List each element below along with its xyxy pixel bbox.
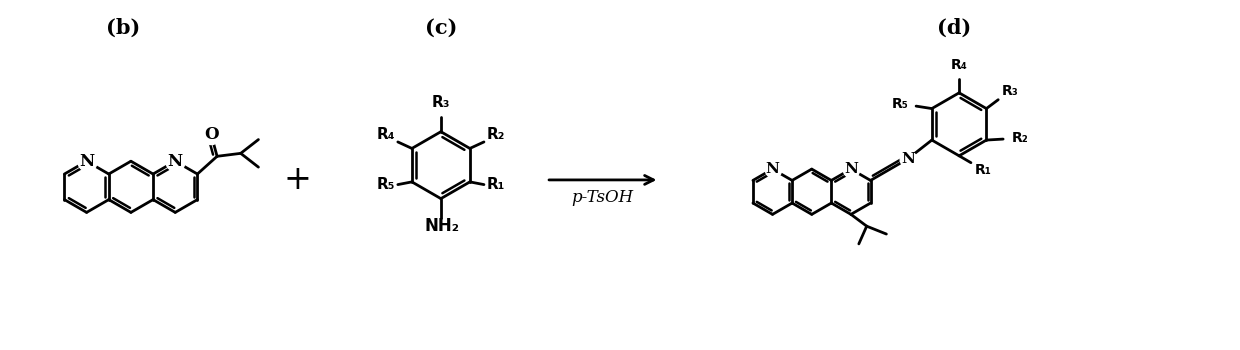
Text: R₁: R₁ bbox=[975, 163, 991, 177]
Text: N: N bbox=[79, 153, 94, 170]
Text: p-TsOH: p-TsOH bbox=[572, 189, 634, 206]
Text: R₃: R₃ bbox=[1002, 84, 1018, 98]
Text: N: N bbox=[901, 152, 915, 166]
Text: R₃: R₃ bbox=[432, 94, 450, 110]
Text: (b): (b) bbox=[105, 18, 140, 37]
Text: R₁: R₁ bbox=[486, 177, 505, 192]
Text: O: O bbox=[203, 126, 218, 143]
Text: N: N bbox=[844, 162, 858, 176]
Text: (d): (d) bbox=[937, 18, 972, 37]
Text: R₂: R₂ bbox=[1012, 131, 1028, 145]
Text: N: N bbox=[167, 153, 182, 170]
Text: R₅: R₅ bbox=[377, 177, 396, 192]
Text: NH₂: NH₂ bbox=[424, 217, 459, 235]
Text: N: N bbox=[765, 162, 780, 176]
Text: R₄: R₄ bbox=[377, 127, 396, 142]
Text: R₅: R₅ bbox=[892, 97, 909, 111]
Text: R₂: R₂ bbox=[486, 127, 505, 142]
Text: (c): (c) bbox=[425, 18, 458, 37]
Text: R₄: R₄ bbox=[951, 58, 967, 72]
Text: +: + bbox=[283, 164, 311, 196]
